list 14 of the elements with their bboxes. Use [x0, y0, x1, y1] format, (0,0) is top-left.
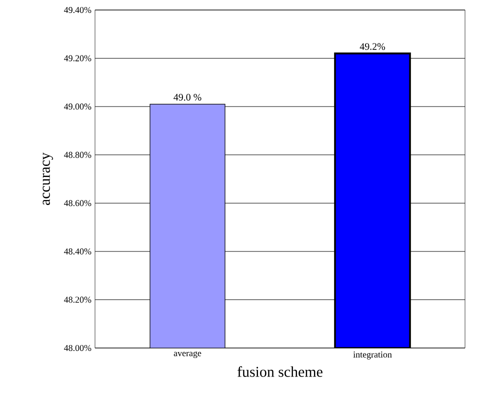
y-tick-label: 48.00%	[64, 344, 92, 352]
x-axis-title: fusion scheme	[238, 366, 322, 377]
y-tick-label: 48.60%	[64, 200, 92, 206]
y-tick-label: 48.80%	[64, 152, 92, 158]
x-tick-label: average	[174, 352, 202, 358]
y-tick-label: 49.00%	[64, 104, 92, 110]
x-tick-label: integration	[353, 352, 392, 360]
y-tick-label: 48.40%	[64, 248, 92, 254]
y-tick-label: 49.40%	[64, 6, 92, 14]
data-label: 49.2%	[360, 43, 386, 50]
y-tick-label: 49.20%	[64, 55, 92, 62]
data-label: 49.0 %	[174, 94, 202, 101]
y-axis-title: accuracy	[42, 152, 53, 206]
y-tick-label: 48.20%	[64, 296, 92, 303]
